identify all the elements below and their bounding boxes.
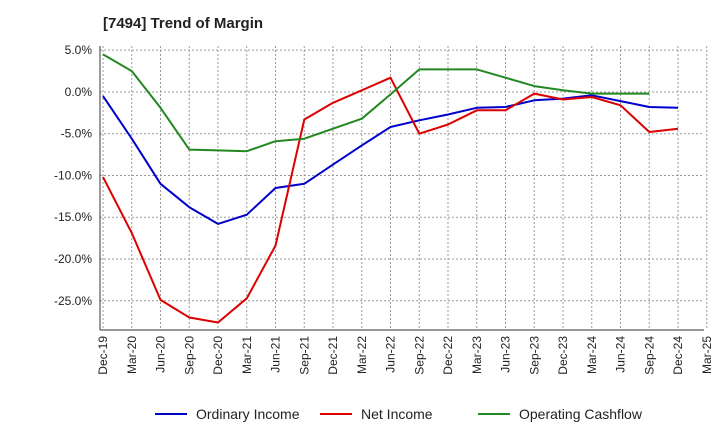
y-tick-labels: 5.0% 0.0% -5.0% -10.0% -15.0% -20.0% -25.0% xyxy=(54,43,92,308)
x-tick-label: Sep-20 xyxy=(182,336,196,375)
x-tick-label: Mar-25 xyxy=(700,336,714,374)
x-tick-label: Jun-22 xyxy=(384,336,398,373)
x-tick-label: Sep-24 xyxy=(642,336,656,375)
legend-label: Net Income xyxy=(361,406,433,422)
x-tick-label: Dec-19 xyxy=(96,336,110,375)
x-tick-label: Mar-22 xyxy=(355,336,369,374)
chart-legend: Ordinary Income Net Income Operating Cashf… xyxy=(155,406,643,422)
x-tick-label: Mar-21 xyxy=(240,336,254,374)
x-tick-label: Sep-21 xyxy=(297,336,311,375)
series-lines xyxy=(102,53,679,324)
x-tick-label: Jun-24 xyxy=(614,336,628,373)
x-tick-label: Dec-20 xyxy=(211,336,225,375)
chart-title: [7494] Trend of Margin xyxy=(103,15,264,32)
grid-lines xyxy=(100,46,708,330)
x-tick-label: Jun-23 xyxy=(499,336,513,373)
x-tick-label: Sep-22 xyxy=(412,336,426,375)
legend-label: Operating Cashflow xyxy=(519,406,643,422)
x-tick-label: Mar-23 xyxy=(470,336,484,374)
x-tick-label: Dec-24 xyxy=(671,336,685,375)
legend-label: Ordinary Income xyxy=(196,406,300,422)
plot-axes xyxy=(99,46,704,331)
x-tick-label: Sep-23 xyxy=(527,336,541,375)
x-tick-label: Dec-23 xyxy=(556,336,570,375)
x-tick-label: Jun-21 xyxy=(269,336,283,373)
x-tick-label: Dec-22 xyxy=(441,336,455,375)
y-tick-label: 5.0% xyxy=(65,43,93,57)
x-tick-labels: Dec-19 Mar-20 Jun-20 Sep-20 Dec-20 Mar-21 Jun-… xyxy=(96,336,714,375)
y-tick-label: -20.0% xyxy=(54,252,92,266)
y-tick-label: -5.0% xyxy=(61,127,93,141)
y-tick-label: -15.0% xyxy=(54,210,92,224)
x-tick-label: Mar-24 xyxy=(585,336,599,374)
x-tick-label: Mar-20 xyxy=(125,336,139,374)
y-tick-label: -25.0% xyxy=(54,294,92,308)
series-line xyxy=(102,76,679,324)
y-tick-label: -10.0% xyxy=(54,168,92,182)
series-line xyxy=(102,94,679,225)
x-tick-label: Jun-20 xyxy=(154,336,168,373)
y-tick-label: 0.0% xyxy=(65,85,93,99)
x-tick-label: Dec-21 xyxy=(326,336,340,375)
series-line xyxy=(102,53,650,153)
